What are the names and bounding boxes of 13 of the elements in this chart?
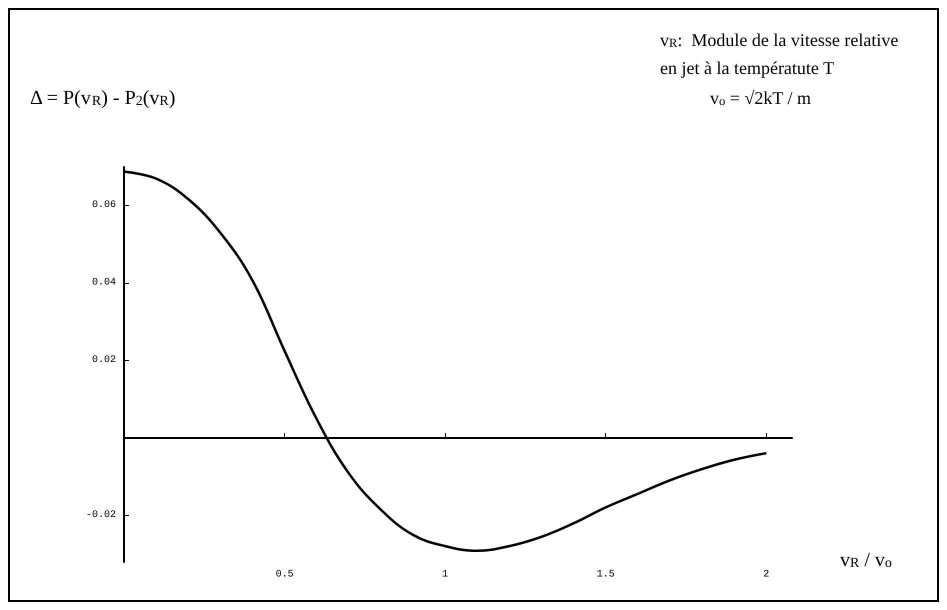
y-tick-label: -0.02 bbox=[86, 510, 116, 522]
text: vR: Module de la vitesse relative bbox=[660, 30, 898, 50]
y-tick-label: 0.02 bbox=[92, 355, 116, 366]
x-tick-label: 1.5 bbox=[596, 570, 615, 580]
x-axis-title: vR / vo bbox=[840, 549, 892, 571]
text: vo = √2kT / m bbox=[710, 88, 811, 108]
x-tick-label: 0.5 bbox=[276, 570, 294, 580]
y-axis-title: Δ = P(vR) - P2(vR) bbox=[30, 87, 176, 109]
text: en jet à la températute T bbox=[660, 58, 834, 78]
x-tick-label: 2 bbox=[763, 570, 770, 580]
x-tick-label: 1 bbox=[442, 570, 448, 580]
y-tick-label: 0.04 bbox=[92, 278, 116, 289]
y-tick-label: 0.06 bbox=[92, 200, 116, 212]
